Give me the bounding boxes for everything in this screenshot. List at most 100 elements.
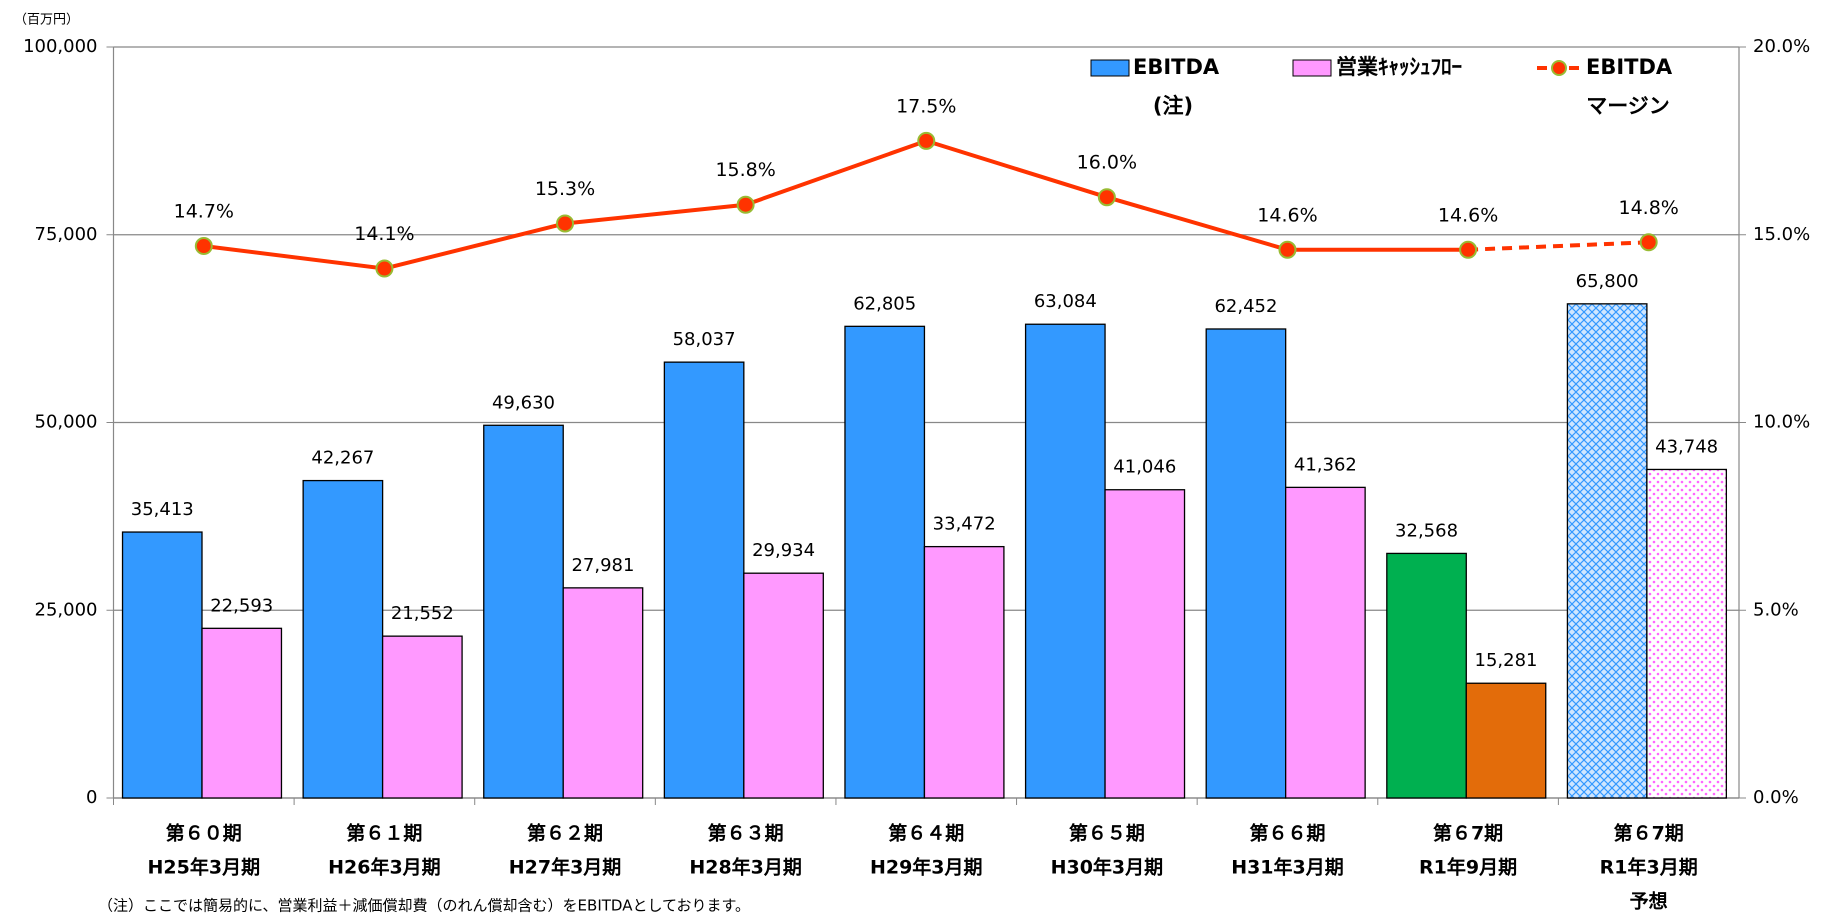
x-tick-label: R1年9月期: [1419, 856, 1517, 879]
bar: [1566, 303, 1648, 799]
legend-swatch: [1292, 59, 1332, 77]
legend-marker: [1551, 60, 1567, 76]
line-value-label: 14.7%: [174, 201, 234, 223]
x-tick-label: H31年3月期: [1231, 856, 1344, 879]
line-marker: [1278, 240, 1297, 259]
bar: [663, 361, 745, 799]
y-tick-label: 75,000: [35, 224, 98, 245]
line-marker: [375, 259, 394, 278]
bar-value-label: 22,593: [210, 595, 273, 616]
y-tick-label: 50,000: [35, 412, 98, 433]
line-marker: [1097, 188, 1116, 207]
bar: [1465, 682, 1547, 799]
bar: [121, 531, 203, 799]
legend-label: EBITDA: [1133, 55, 1220, 79]
legend-label: (注): [1153, 94, 1193, 118]
x-tick-label: 第６６期: [1249, 822, 1325, 845]
bar-value-label: 42,267: [311, 448, 374, 469]
bar-value-label: 49,630: [492, 392, 555, 413]
x-tick-label: 第６４期: [888, 822, 964, 845]
line-segment: [925, 138, 1108, 200]
legend-label: マージン: [1586, 94, 1670, 118]
x-tick-label: H26年3月期: [328, 856, 441, 879]
bar-value-label: 32,568: [1395, 520, 1458, 541]
line-marker: [736, 195, 755, 214]
line-value-label: 14.6%: [1257, 204, 1317, 226]
x-tick-label: H27年3月期: [509, 856, 622, 879]
line-marker: [556, 214, 575, 233]
bar-value-label: 41,046: [1113, 457, 1176, 478]
bar-value-label: 15,281: [1475, 650, 1538, 671]
legend-swatch: [1090, 59, 1130, 77]
bar: [201, 627, 283, 799]
x-tick-label: 第６２期: [527, 822, 603, 845]
bar-value-label: 41,362: [1294, 454, 1357, 475]
bar: [1024, 323, 1106, 799]
legend-label: 営業ｷｬｯｼｭﾌﾛｰ: [1336, 55, 1462, 79]
y-tick-label: 0: [86, 787, 97, 808]
bar: [743, 572, 824, 799]
bar-value-label: 63,084: [1034, 291, 1097, 312]
bar-value-label: 35,413: [131, 499, 194, 520]
x-tick-label: 予想: [1630, 890, 1668, 913]
line-segment: [744, 138, 927, 207]
line-value-label: 17.5%: [896, 95, 956, 117]
y2-tick-label: 0.0%: [1753, 787, 1799, 808]
line-value-label: 15.3%: [535, 178, 595, 200]
line-marker: [1459, 240, 1478, 259]
y-tick-label: 25,000: [35, 599, 98, 620]
line-segment: [203, 244, 385, 271]
bar: [1646, 468, 1728, 799]
bar: [483, 424, 564, 799]
x-tick-label: H28年3月期: [689, 856, 802, 879]
unit-label: （百万円）: [14, 13, 79, 28]
bar: [381, 635, 463, 799]
x-tick-label: 第６１期: [346, 822, 422, 845]
x-tick-label: 第６５期: [1069, 822, 1145, 845]
bar: [302, 479, 384, 799]
line-segment: [1468, 240, 1649, 252]
line-value-label: 14.6%: [1438, 204, 1498, 226]
x-tick-label: 第６３期: [708, 822, 784, 845]
line-segment: [564, 202, 746, 226]
line-value-label: 16.0%: [1077, 152, 1137, 174]
y-tick-label: 100,000: [23, 36, 97, 57]
x-tick-label: 第６7期: [1433, 822, 1503, 845]
line-value-label: 14.1%: [354, 223, 414, 245]
bar-value-label: 62,805: [853, 293, 916, 314]
bar: [844, 325, 926, 799]
bar-value-label: 43,748: [1655, 436, 1718, 457]
bar: [1104, 489, 1186, 799]
bar: [562, 587, 644, 799]
x-tick-label: H25年3月期: [148, 856, 261, 879]
bar: [923, 545, 1005, 799]
bar: [1205, 328, 1287, 799]
y2-tick-label: 15.0%: [1753, 224, 1810, 245]
line-value-label: 15.8%: [715, 159, 775, 181]
note: （注）ここでは簡易的に、営業利益＋減価償却費（のれん償却含む）をEBITDAとし…: [98, 897, 750, 913]
y2-tick-label: 5.0%: [1753, 599, 1799, 620]
bar: [1386, 552, 1467, 799]
line-segment: [1106, 195, 1289, 252]
bar: [1285, 486, 1366, 799]
bar-value-label: 62,452: [1214, 296, 1277, 317]
bar-value-label: 21,552: [391, 603, 454, 624]
legend-label: EBITDA: [1586, 55, 1673, 79]
line-segment: [383, 221, 566, 271]
x-tick-label: H30年3月期: [1051, 856, 1164, 879]
line-marker: [1639, 233, 1658, 252]
x-tick-label: R1年3月期: [1600, 856, 1698, 879]
bar-value-label: 58,037: [673, 329, 736, 350]
y2-tick-label: 10.0%: [1753, 412, 1810, 433]
line-marker: [917, 131, 936, 150]
bar-value-label: 29,934: [752, 540, 815, 561]
x-tick-label: 第６０期: [166, 822, 242, 845]
y2-tick-label: 20.0%: [1753, 36, 1810, 57]
line-value-label: 14.8%: [1619, 197, 1679, 219]
bar-value-label: 27,981: [571, 555, 634, 576]
line-marker: [194, 237, 213, 256]
x-tick-label: 第６7期: [1614, 822, 1684, 845]
x-tick-label: H29年3月期: [870, 856, 983, 879]
bar-value-label: 65,800: [1576, 271, 1639, 292]
